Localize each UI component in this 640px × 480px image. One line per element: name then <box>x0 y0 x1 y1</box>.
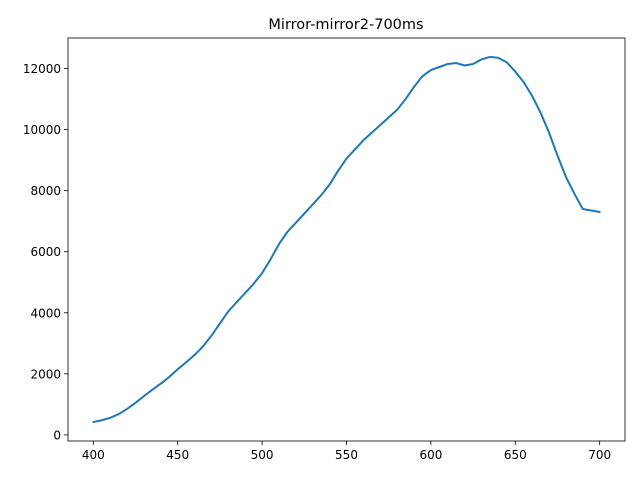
y-tick-label: 12000 <box>23 62 61 76</box>
x-axis: 400 450 500 550 600 650 700 <box>82 441 611 462</box>
x-tick-label: 650 <box>504 448 527 462</box>
x-tick-label: 700 <box>588 448 611 462</box>
y-axis: 0 2000 4000 6000 8000 10000 12000 <box>23 62 68 442</box>
x-tick-label: 600 <box>419 448 442 462</box>
x-tick-label: 550 <box>335 448 358 462</box>
series-line-0 <box>92 55 601 424</box>
y-tick-label: 2000 <box>30 367 61 381</box>
x-tick-label: 450 <box>166 448 189 462</box>
plot-area <box>92 55 601 424</box>
y-tick-label: 0 <box>53 428 61 442</box>
chart-title: Mirror-mirror2-700ms <box>268 17 423 33</box>
y-tick-label: 4000 <box>30 306 61 320</box>
x-tick-label: 400 <box>82 448 105 462</box>
x-tick-label: 500 <box>251 448 274 462</box>
y-tick-label: 10000 <box>23 123 61 137</box>
y-tick-label: 6000 <box>30 245 61 259</box>
y-tick-label: 8000 <box>30 184 61 198</box>
